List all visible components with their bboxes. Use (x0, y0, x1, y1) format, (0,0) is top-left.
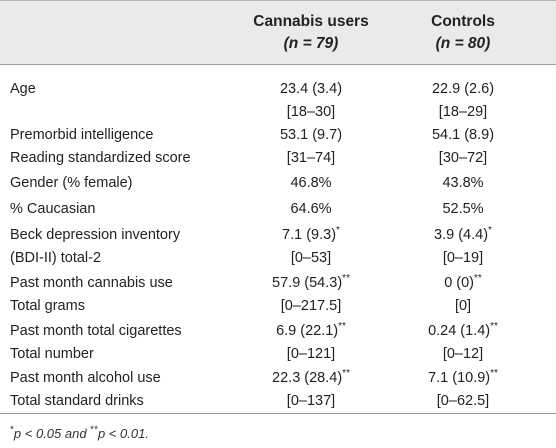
controls-range: [18–29] (438, 104, 488, 120)
row-sublabel: Total standard drinks (10, 393, 144, 409)
controls-value: 0 (0)** (403, 272, 523, 294)
controls-value: 43.8% (442, 175, 484, 191)
cannabis-value: 6.9 (22.1)** (246, 320, 376, 342)
significance-marker: ** (474, 273, 482, 285)
controls-value: 0.24 (1.4)** (403, 320, 523, 342)
footnote-marker: * (10, 424, 14, 436)
controls-value: 22.9 (2.6) (431, 81, 495, 97)
row-label: Beck depression inventory (10, 227, 181, 243)
footnote-text: p < 0.01. (97, 426, 149, 441)
controls-range: [30–72] (438, 150, 488, 166)
column-header-controls: Controls (n = 80) (403, 11, 523, 55)
significance-marker: ** (338, 321, 346, 333)
cannabis-value: 57.9 (54.3)** (246, 272, 376, 294)
column-header-cannabis-users: Cannabis users (n = 79) (246, 11, 376, 55)
row-label: Premorbid intelligence (10, 127, 154, 143)
controls-value: 3.9 (4.4)* (403, 224, 523, 246)
significance-marker: ** (342, 368, 350, 380)
table-bottom-rule (0, 413, 556, 414)
column-sample-size: (n = 79) (283, 35, 339, 52)
cannabis-range: [0–137] (286, 393, 336, 409)
row-label: Past month cannabis use (10, 275, 173, 291)
significance-marker: ** (490, 368, 498, 380)
column-sample-size: (n = 80) (435, 35, 491, 52)
significance-marker: * (488, 225, 492, 237)
controls-range: [0–12] (442, 346, 484, 362)
value-text: 6.9 (22.1) (276, 323, 339, 339)
significance-marker: ** (490, 321, 498, 333)
footnote-text: p < 0.05 and (13, 426, 91, 441)
cannabis-value: 23.4 (3.4) (279, 81, 343, 97)
cannabis-value: 7.1 (9.3)* (246, 224, 376, 246)
row-sublabel: Reading standardized score (10, 150, 191, 166)
cannabis-range: [0–217.5] (280, 298, 342, 314)
row-sublabel: Total grams (10, 298, 85, 314)
cannabis-value: 64.6% (290, 201, 332, 217)
value-text: 0.24 (1.4) (428, 323, 491, 339)
row-label: Past month total cigarettes (10, 323, 182, 339)
row-sublabel: (BDI-II) total-2 (10, 250, 102, 266)
significance-marker: * (336, 225, 340, 237)
cannabis-range: [0–53] (290, 250, 332, 266)
controls-range: [0] (454, 298, 472, 314)
row-label: Past month alcohol use (10, 370, 161, 386)
table-footnote: *p < 0.05 and **p < 0.01. (10, 425, 149, 443)
controls-range: [0–19] (442, 250, 484, 266)
footnote-marker: ** (90, 424, 98, 436)
cannabis-value: 22.3 (28.4)** (246, 367, 376, 389)
controls-value: 52.5% (442, 201, 484, 217)
row-sublabel: Total number (10, 346, 94, 362)
value-text: 22.3 (28.4) (272, 370, 343, 386)
row-label: Age (10, 81, 36, 97)
cannabis-value: 46.8% (290, 175, 332, 191)
controls-value: 54.1 (8.9) (431, 127, 495, 143)
value-text: 7.1 (10.9) (428, 370, 491, 386)
table-header: Cannabis users (n = 79) Controls (n = 80… (0, 0, 556, 65)
controls-value: 7.1 (10.9)** (403, 367, 523, 389)
value-text: 3.9 (4.4) (434, 227, 489, 243)
row-label: Gender (% female) (10, 175, 133, 191)
cannabis-range: [18–30] (286, 104, 336, 120)
cannabis-range: [0–121] (286, 346, 336, 362)
controls-range: [0–62.5] (436, 393, 490, 409)
row-label: % Caucasian (10, 201, 96, 217)
column-title: Cannabis users (253, 13, 369, 30)
significance-marker: ** (342, 273, 350, 285)
column-title: Controls (431, 13, 495, 30)
value-text: 57.9 (54.3) (272, 275, 343, 291)
cannabis-value: 53.1 (9.7) (279, 127, 343, 143)
cannabis-range: [31–74] (286, 150, 336, 166)
value-text: 0 (0) (444, 275, 475, 291)
value-text: 7.1 (9.3) (282, 227, 337, 243)
